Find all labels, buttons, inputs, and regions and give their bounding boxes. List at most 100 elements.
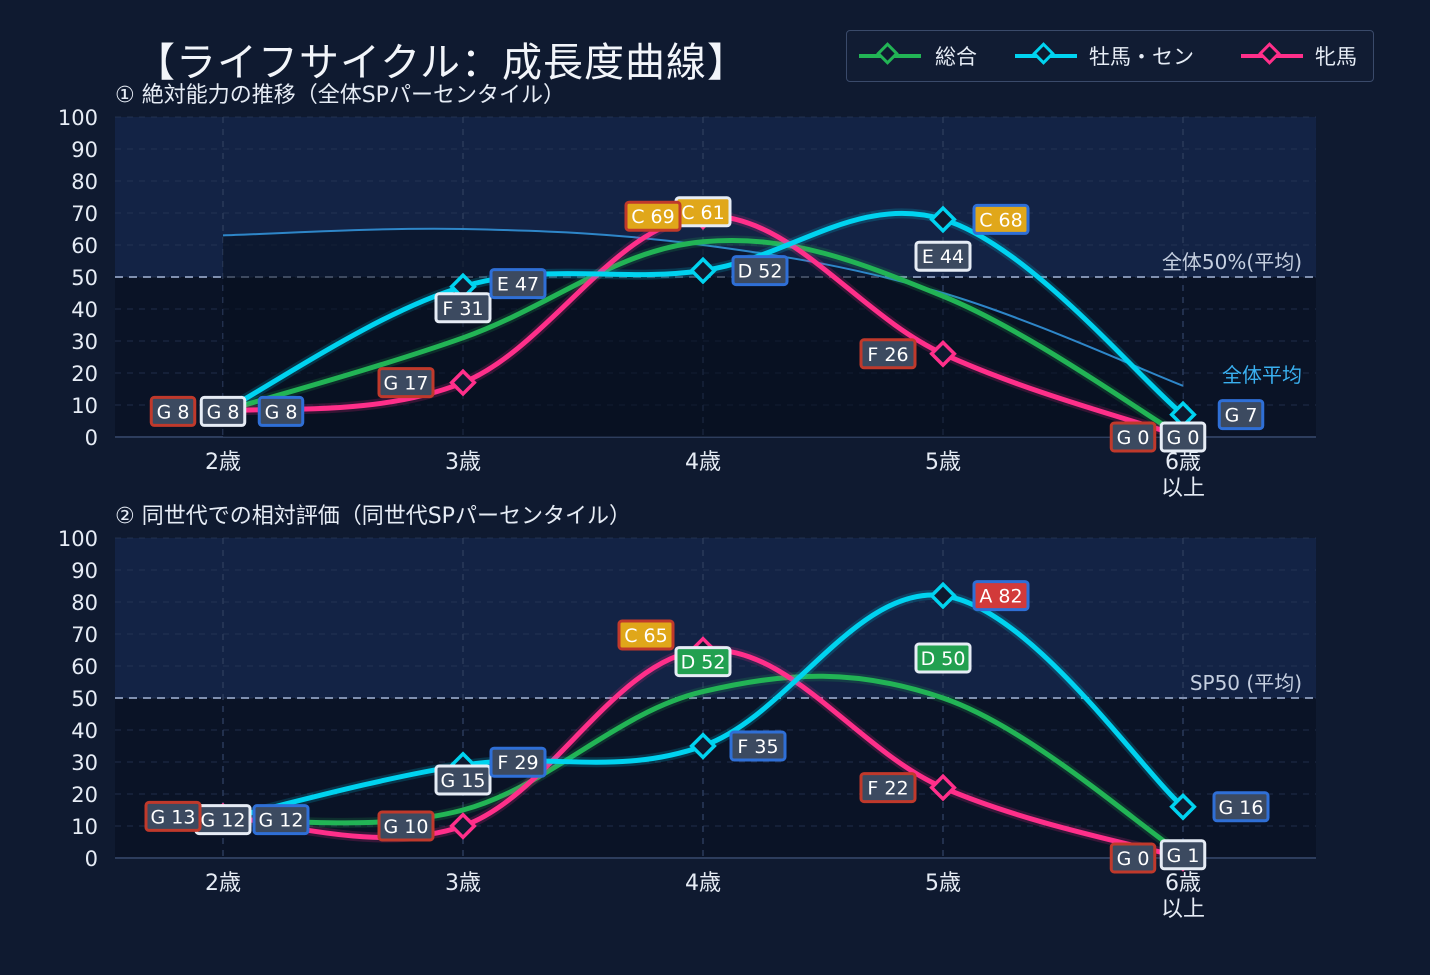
value-badge-text: F 26 [867,344,908,366]
y-tick-label: 80 [71,591,98,615]
value-badge: G 8 [257,395,305,427]
value-badge-box [914,642,972,674]
value-badge: G 13 [144,800,202,832]
value-badge: G 8 [149,395,197,427]
value-badge: E 44 [914,240,972,272]
data-point [1169,844,1197,872]
y-tick-label: 20 [71,783,98,807]
x-tick-label: 4歳 [685,871,721,896]
y-tick-label: 50 [71,687,98,711]
y-tick-label: 10 [71,815,98,839]
value-badge-box [859,338,917,370]
value-badge: G 12 [194,804,252,836]
y-tick-label: 90 [71,559,98,583]
series-line [220,238,1186,440]
value-badge-box [377,810,435,842]
data-point [689,636,717,664]
data-point [689,732,717,760]
value-badge-text: G 0 [1167,427,1200,449]
y-tick-label: 70 [71,623,98,647]
legend-marker-male [1032,42,1055,65]
x-tick-label: 6歳 [1165,450,1201,475]
x-tick-label: 以上 [1161,897,1205,922]
data-point [929,773,957,802]
value-badge-box [617,619,675,651]
value-badge-text: G 15 [441,770,486,792]
value-badge-text: G 0 [1117,848,1150,870]
value-badge-box [674,196,732,228]
data-point [449,272,477,301]
value-badge-text: G 12 [259,810,304,832]
value-badge-box [972,203,1030,235]
data-point [929,205,957,234]
upper-band [115,538,1316,698]
value-badge: F 22 [859,772,917,804]
value-badge-box [434,764,492,796]
chart-panel-2: ② 同世代での相対評価（同世代SPパーセンタイル） 0 10 20 30 40 50 60 70… [58,504,1316,922]
value-badge-text: G 0 [1117,427,1150,449]
value-badge-text: C 69 [631,206,674,228]
series-glow [221,590,1187,825]
value-badge-box [1217,399,1265,431]
y-tick-label: 20 [71,362,98,386]
value-badge-text: F 35 [737,736,778,758]
value-badge-box [1212,791,1270,823]
value-badge-text: G 12 [201,810,246,832]
y-tick-label: 90 [71,138,98,162]
value-badge-box [731,255,789,287]
data-point [689,202,717,230]
y-tick-label: 40 [71,298,98,322]
series-glow [220,208,1187,419]
value-badge: C 68 [972,203,1030,235]
value-badge-text: C 61 [681,202,724,224]
value-badge-text: G 8 [157,401,190,423]
value-badge: G 8 [199,395,247,427]
y-tick-label: 10 [71,394,98,418]
y-tick-label: 70 [71,202,98,226]
reference-line-label: SP50 (平均) [1190,671,1302,695]
value-badge: E 47 [489,268,547,300]
value-badge: D 52 [674,646,732,678]
data-point [209,397,237,426]
value-badge: G 15 [434,764,492,796]
data-point [449,812,477,840]
value-badge: G 0 [1109,421,1157,453]
value-badge: C 65 [617,619,675,651]
value-badge: G 17 [377,367,435,399]
value-badge-text: G 10 [384,816,429,838]
series-line [220,592,1186,823]
value-badge: F 31 [434,292,492,324]
legend-item-overall: 総合 [859,42,977,69]
data-point [1169,793,1197,821]
value-badge-box [859,772,917,804]
x-tick-label: 5歳 [925,450,961,475]
value-badge-box [434,292,492,324]
y-tick-label: 50 [71,266,98,290]
y-tick-label: 100 [58,527,98,551]
y-tick-label: 30 [71,751,98,775]
value-badge-box [1159,421,1207,453]
y-tick-label: 0 [85,426,98,450]
value-badge: F 35 [729,730,787,762]
value-badge-text: D 52 [738,261,783,283]
panel-title: ② 同世代での相対評価（同世代SPパーセンタイル） [115,504,631,529]
value-badge-box [1109,421,1157,453]
value-badge-box [199,395,247,427]
y-tick-label: 60 [71,655,98,679]
value-badge-text: F 22 [867,778,908,800]
legend-label-male: 牡馬・セン [1089,45,1194,69]
value-badge-text: G 13 [151,806,196,828]
x-tick-label: 5歳 [925,871,961,896]
value-badge-text: E 47 [497,274,539,296]
value-badge-text: E 44 [922,246,964,268]
value-badge-text: D 52 [681,652,726,674]
data-point [689,256,717,285]
lower-band [115,698,1316,858]
value-badge: G 0 [1159,421,1207,453]
value-badge-text: F 31 [442,298,483,320]
data-point [209,805,237,834]
value-badge-text: G 8 [265,401,298,423]
series-glow [222,644,1185,863]
